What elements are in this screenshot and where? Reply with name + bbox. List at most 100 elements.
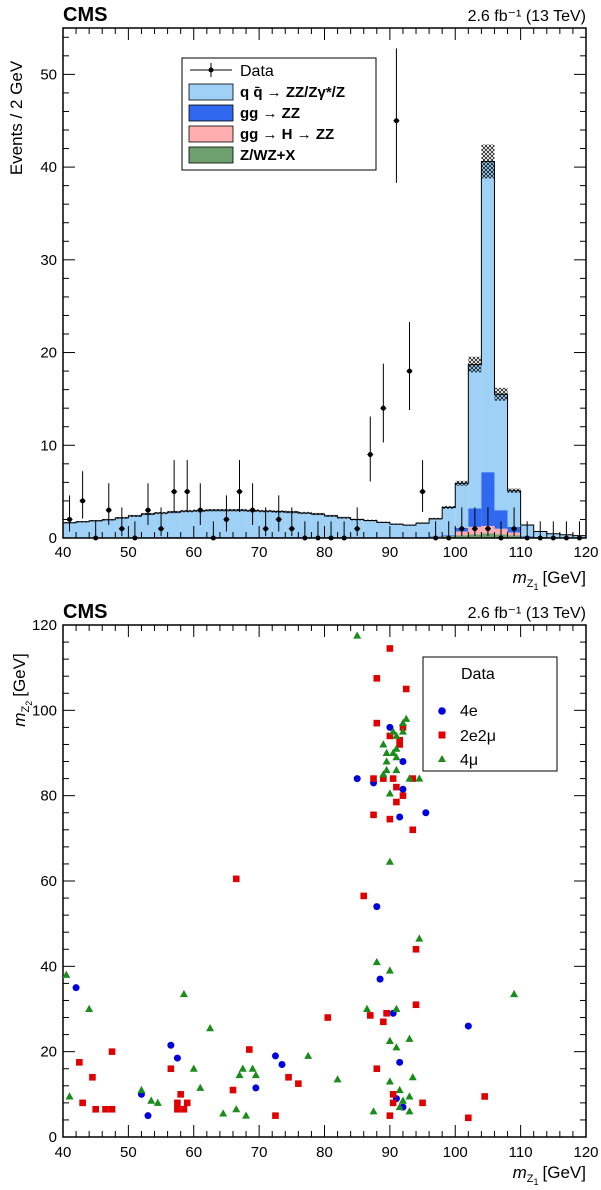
point-4e <box>72 984 80 992</box>
legend-swatch-ggh <box>188 125 234 143</box>
data-point <box>223 516 229 522</box>
y-axis-ticks: 0 10 20 30 40 50 <box>40 36 586 547</box>
point-2e2mu <box>389 775 397 782</box>
point-2e2mu <box>412 945 420 953</box>
point-4e <box>373 903 381 911</box>
point-4mu <box>304 1051 313 1059</box>
x-axis-label: mZ1 [GeV] <box>513 1163 586 1187</box>
y-tick-label: 30 <box>40 252 57 269</box>
point-2e2mu <box>396 741 403 748</box>
y-tick-label: 0 <box>49 530 57 547</box>
y-tick-label: 80 <box>40 788 57 805</box>
point-4mu <box>392 1004 401 1012</box>
point-4e <box>173 1054 181 1062</box>
point-4mu <box>196 1083 205 1091</box>
point-2e2mu <box>108 1048 116 1055</box>
legend-label-2e2mu: 2e2μ <box>460 728 496 745</box>
point-4e <box>396 813 404 821</box>
point-4mu <box>385 857 394 865</box>
point-4mu <box>510 989 519 998</box>
y-axis-label: mZ2[GeV] <box>10 653 34 726</box>
point-4e <box>144 1112 152 1120</box>
data-points <box>66 48 582 541</box>
scatter-points <box>62 631 519 1122</box>
bar-qqZZ <box>363 520 377 538</box>
experiment-label: CMS <box>63 4 107 26</box>
bar-ggZZ <box>494 510 508 529</box>
legend: Data q q̄ → ZZ/Zγ*/Z gg → ZZ gg → H → ZZ… <box>181 57 377 171</box>
data-point <box>276 516 282 522</box>
data-point <box>472 526 478 532</box>
x-tick-label: 110 <box>509 1144 533 1161</box>
point-2e2mu <box>399 724 407 731</box>
bar-qqZZ <box>232 510 247 538</box>
point-2e2mu <box>285 1073 292 1081</box>
point-4mu <box>189 1064 198 1072</box>
data-point <box>197 507 203 513</box>
data-point <box>420 489 426 495</box>
point-4mu <box>405 1107 414 1115</box>
x-tick-label: 70 <box>251 1144 268 1161</box>
point-4e <box>167 1041 175 1049</box>
point-2e2mu <box>386 645 394 652</box>
point-4mu <box>179 989 188 998</box>
y-tick-label: 40 <box>40 958 57 975</box>
point-2e2mu <box>232 875 240 883</box>
point-4e <box>278 1060 286 1068</box>
x-tick-label: 110 <box>509 544 533 561</box>
x-tick-label: 70 <box>251 544 268 561</box>
data-point <box>406 368 412 374</box>
data-point <box>80 498 86 504</box>
point-4e <box>353 775 361 783</box>
data-point <box>106 507 112 513</box>
legend-label-ggzz: gg → ZZ <box>240 105 300 122</box>
point-4mu <box>242 1111 251 1119</box>
bar-zx <box>455 535 469 538</box>
point-4mu <box>385 789 394 797</box>
legend-marker-4e <box>438 707 446 715</box>
x-axis-ticks: 40 50 60 70 80 90 100 110 120 <box>55 28 599 561</box>
y-axis-label: Events / 2 GeV <box>7 60 26 175</box>
point-4mu <box>392 765 401 774</box>
y-tick-label: 20 <box>40 345 57 362</box>
point-2e2mu <box>386 1112 394 1119</box>
data-point <box>354 526 360 532</box>
point-2e2mu <box>412 1001 420 1009</box>
legend-label-data: Data <box>240 63 274 80</box>
data-point <box>263 526 269 532</box>
point-2e2mu <box>174 1099 181 1107</box>
data-point <box>485 526 491 532</box>
point-4e <box>422 809 430 817</box>
x-tick-label: 100 <box>443 544 468 561</box>
point-2e2mu <box>76 1059 83 1066</box>
point-2e2mu <box>409 775 417 782</box>
point-2e2mu <box>380 775 387 782</box>
x-tick-label: 100 <box>443 1144 468 1161</box>
legend-box <box>422 656 558 772</box>
point-4e <box>399 758 407 766</box>
point-2e2mu <box>102 1105 109 1113</box>
point-4mu <box>395 1085 404 1094</box>
x-tick-label: 80 <box>316 544 333 561</box>
point-2e2mu <box>383 1009 390 1017</box>
bar-qqZZ <box>494 394 508 511</box>
legend-entry-ggh: gg → H → ZZ <box>188 125 334 143</box>
point-2e2mu <box>366 1012 374 1019</box>
point-4mu <box>398 727 407 735</box>
point-2e2mu <box>370 775 377 782</box>
x-tick-label: 40 <box>55 1144 72 1161</box>
legend-label-4e: 4e <box>460 703 478 720</box>
point-2e2mu <box>79 1099 86 1107</box>
x-tick-label: 120 <box>573 544 598 561</box>
point-2e2mu <box>229 1086 237 1094</box>
point-4mu <box>65 1092 74 1100</box>
point-4e <box>252 1084 260 1092</box>
bar-qqZZ <box>141 513 155 538</box>
bar-qqZZ <box>102 519 116 538</box>
point-4mu <box>382 748 391 756</box>
point-4mu <box>153 1098 162 1106</box>
scatter-panel: CMS 2.6 fb⁻¹ (13 TeV) 40 50 60 70 80 90 100 110… <box>10 601 599 1187</box>
bar-qqZZ <box>416 523 430 537</box>
bar-qqZZ <box>468 364 482 509</box>
data-point <box>237 489 243 495</box>
